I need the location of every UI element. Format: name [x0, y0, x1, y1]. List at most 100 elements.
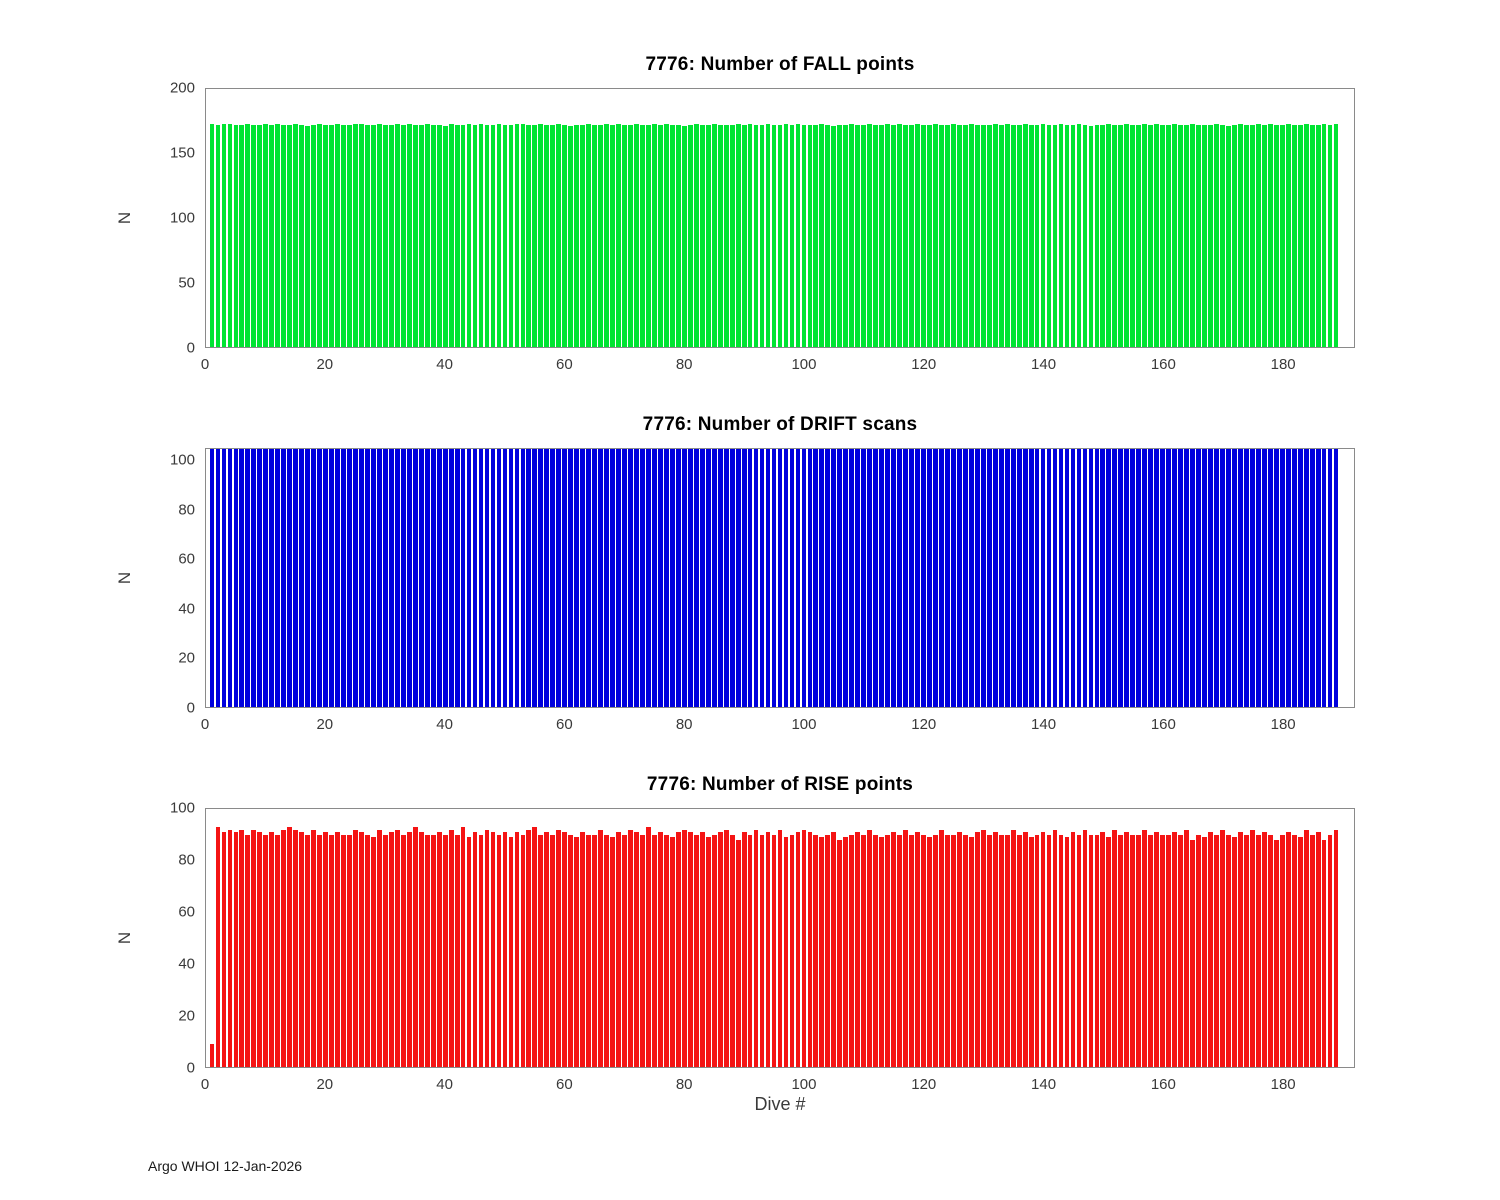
bar [885, 449, 890, 707]
y-axis-label: N [115, 931, 134, 945]
bar [484, 449, 490, 707]
bar [293, 829, 299, 1067]
bar [311, 125, 316, 347]
y-tick-label: 20 [178, 1007, 195, 1025]
bar [616, 449, 621, 707]
bar [412, 125, 418, 347]
bar [466, 123, 472, 347]
bar [526, 829, 532, 1067]
bar [1082, 125, 1088, 347]
y-tick-label: 0 [186, 699, 195, 717]
bar [622, 449, 627, 707]
x-tick-label: 40 [436, 1076, 453, 1093]
bar [1034, 125, 1040, 347]
bar [442, 126, 448, 347]
bar [556, 829, 562, 1067]
y-tick-label: 150 [169, 144, 195, 162]
bar [801, 125, 807, 347]
bar [466, 837, 472, 1067]
bar [502, 449, 508, 707]
y-tick-label: 100 [169, 799, 195, 817]
bar [753, 829, 759, 1067]
bar [831, 449, 837, 707]
bar [209, 123, 215, 347]
bar [371, 837, 376, 1067]
bar [1178, 449, 1183, 707]
bar [717, 125, 723, 347]
bar [604, 123, 609, 347]
bar [1196, 449, 1201, 707]
bar [520, 123, 526, 347]
bar [998, 834, 1004, 1067]
bar [341, 449, 346, 707]
bar [801, 829, 807, 1067]
bar [275, 834, 281, 1067]
bar [1100, 125, 1106, 347]
bar [992, 123, 998, 347]
bar [550, 834, 556, 1067]
bar [580, 125, 586, 347]
x-tick-label: 180 [1270, 716, 1296, 733]
bar [1118, 125, 1124, 347]
bar [956, 125, 962, 347]
bar [1184, 125, 1189, 347]
bar [795, 123, 801, 347]
x-tick-label: 180 [1270, 356, 1296, 373]
bar [962, 834, 968, 1067]
bar [257, 449, 263, 707]
bar [371, 125, 376, 347]
bar [879, 125, 885, 347]
bar [251, 125, 257, 347]
bar [945, 834, 950, 1067]
bar [299, 832, 305, 1067]
bar [897, 449, 902, 707]
y-tick-label: 0 [186, 339, 195, 357]
bar [1267, 449, 1273, 707]
footer-text: Argo WHOI 12-Jan-2026 [148, 1158, 303, 1174]
bar [1220, 829, 1225, 1067]
bar [329, 834, 334, 1067]
bar [1142, 829, 1148, 1067]
bar [347, 125, 352, 347]
bar [801, 449, 807, 707]
bar [544, 832, 550, 1067]
bar [562, 449, 568, 707]
bar [849, 834, 855, 1067]
bar [430, 125, 436, 347]
bar [1267, 123, 1273, 347]
bar [1321, 449, 1327, 707]
bar [861, 125, 867, 347]
bar [430, 449, 436, 707]
bar [1094, 449, 1100, 707]
bar [681, 449, 687, 707]
bar [478, 449, 484, 707]
bar [377, 449, 382, 707]
bar [424, 123, 430, 347]
y-tick-label: 20 [178, 649, 195, 667]
bar [717, 449, 723, 707]
bar [412, 827, 418, 1067]
bar [233, 125, 239, 347]
bar [1070, 449, 1076, 707]
bar [861, 449, 867, 707]
bar [687, 832, 693, 1067]
bar [412, 449, 418, 707]
bar [574, 449, 580, 707]
bar [1297, 449, 1303, 707]
bar [789, 449, 795, 707]
bar [1196, 834, 1201, 1067]
bar [215, 449, 221, 707]
bar [873, 834, 879, 1067]
bar [634, 832, 639, 1067]
bar [472, 832, 478, 1067]
bar [1130, 449, 1136, 707]
bar [1333, 123, 1339, 347]
bar [1046, 125, 1052, 347]
bar [1315, 449, 1321, 707]
bar [472, 449, 478, 707]
bar [245, 123, 251, 347]
bar [1178, 125, 1183, 347]
bar [927, 837, 932, 1067]
x-tick-label: 160 [1150, 1076, 1176, 1093]
